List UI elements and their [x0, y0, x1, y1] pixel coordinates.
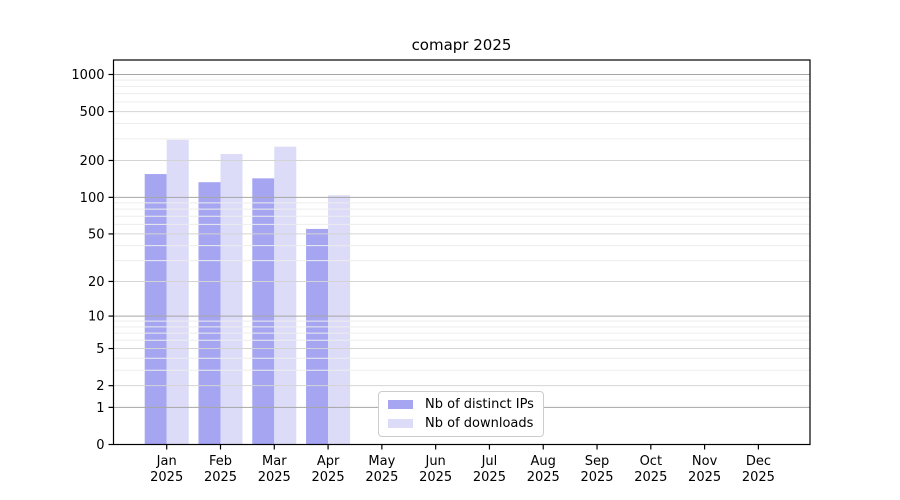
x-tick-label-month-jan: Jan — [156, 454, 177, 469]
x-tick-label-year-dec: 2025 — [742, 470, 775, 485]
x-tick-label-year-apr: 2025 — [312, 470, 345, 485]
chart-title: comapr 2025 — [411, 36, 512, 54]
x-tick-label-month-dec: Dec — [746, 454, 771, 469]
y-tick-label-1: 1 — [96, 401, 104, 416]
legend-item-distinct-ips: Nb of distinct IPs — [388, 397, 534, 412]
bar-downloads-mar — [274, 146, 297, 445]
y-tick-label-50: 50 — [88, 227, 105, 242]
legend-item-downloads: Nb of downloads — [388, 416, 534, 431]
y-tick-label-5: 5 — [96, 342, 104, 357]
y-tick-label-0: 0 — [96, 438, 104, 453]
legend-swatch-downloads — [388, 419, 413, 428]
x-tick-label-year-may: 2025 — [365, 470, 398, 485]
x-tick-label-month-feb: Feb — [209, 454, 232, 469]
x-tick-label-month-aug: Aug — [531, 454, 556, 469]
y-tick-label-1000: 1000 — [71, 68, 104, 83]
x-tick-label-month-nov: Nov — [692, 454, 718, 469]
x-tick-label-year-aug: 2025 — [527, 470, 560, 485]
y-tick-label-100: 100 — [80, 191, 105, 206]
y-tick-label-2: 2 — [96, 379, 104, 394]
x-tick-label-year-jul: 2025 — [473, 470, 506, 485]
bar-downloads-jan — [166, 139, 189, 445]
bar-downloads-apr — [328, 195, 351, 445]
x-tick-label-year-mar: 2025 — [258, 470, 291, 485]
bar-distinct-ips-jan — [144, 174, 167, 445]
y-tick-label-10: 10 — [88, 310, 105, 325]
x-tick-label-month-jul: Jul — [481, 454, 498, 469]
legend-swatch-distinct-ips — [388, 400, 413, 409]
y-tick-label-500: 500 — [80, 105, 105, 120]
x-tick-label-month-sep: Sep — [585, 454, 610, 469]
x-tick-label-month-apr: Apr — [317, 454, 340, 469]
y-tick-label-20: 20 — [88, 275, 105, 290]
x-tick-label-year-oct: 2025 — [634, 470, 667, 485]
bar-distinct-ips-mar — [252, 178, 275, 445]
plot-border — [112, 59, 811, 446]
x-tick-label-month-mar: Mar — [262, 454, 287, 469]
y-tick-label-200: 200 — [80, 154, 105, 169]
x-tick-label-year-jan: 2025 — [150, 470, 183, 485]
legend-label-downloads: Nb of downloads — [425, 416, 534, 431]
legend-box: Nb of distinct IPs Nb of downloads — [378, 391, 544, 437]
bar-distinct-ips-apr — [306, 228, 329, 445]
x-tick-label-month-jun: Jun — [424, 454, 445, 469]
x-tick-label-year-feb: 2025 — [204, 470, 237, 485]
x-tick-label-month-oct: Oct — [640, 454, 662, 469]
x-tick-label-year-nov: 2025 — [688, 470, 721, 485]
x-tick-label-year-sep: 2025 — [580, 470, 613, 485]
x-tick-label-year-jun: 2025 — [419, 470, 452, 485]
bar-downloads-feb — [220, 153, 243, 445]
legend-label-distinct-ips: Nb of distinct IPs — [425, 397, 534, 412]
x-tick-label-month-may: May — [368, 454, 395, 469]
bar-distinct-ips-feb — [198, 182, 221, 445]
